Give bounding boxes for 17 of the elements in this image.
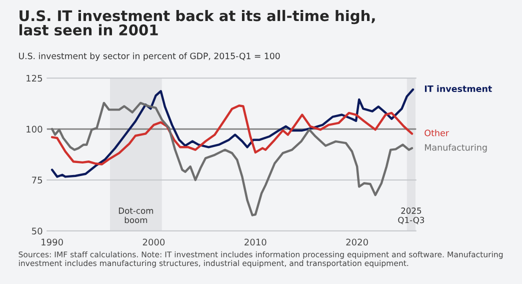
band-label: Dot-com boom: [118, 208, 154, 224]
series-label: IT investment: [424, 85, 492, 92]
x-tick-label: 2000: [142, 238, 165, 246]
y-tick-label: 50: [32, 228, 42, 234]
chart-subtitle: U.S. investment by sector in percent of GDP, 2015-Q1 = 100: [19, 52, 280, 61]
x-tick-label: 1990: [42, 238, 63, 246]
chart-title: U.S. IT investment back at its all-time high, last seen in 2001: [19, 10, 375, 36]
line-series: [50, 88, 414, 178]
y-tick-label: 100: [26, 126, 42, 133]
x-tick-label: 2010: [244, 238, 266, 246]
y-tick-label: 75: [32, 176, 42, 184]
band-label: 2025 Q1-Q3: [398, 208, 424, 224]
series-label: Manufacturing: [425, 144, 487, 152]
series-label: Other: [424, 129, 450, 136]
line-series: [50, 104, 414, 166]
x-tick-label: 2020: [346, 238, 368, 246]
y-tick-label: 125: [26, 74, 42, 82]
